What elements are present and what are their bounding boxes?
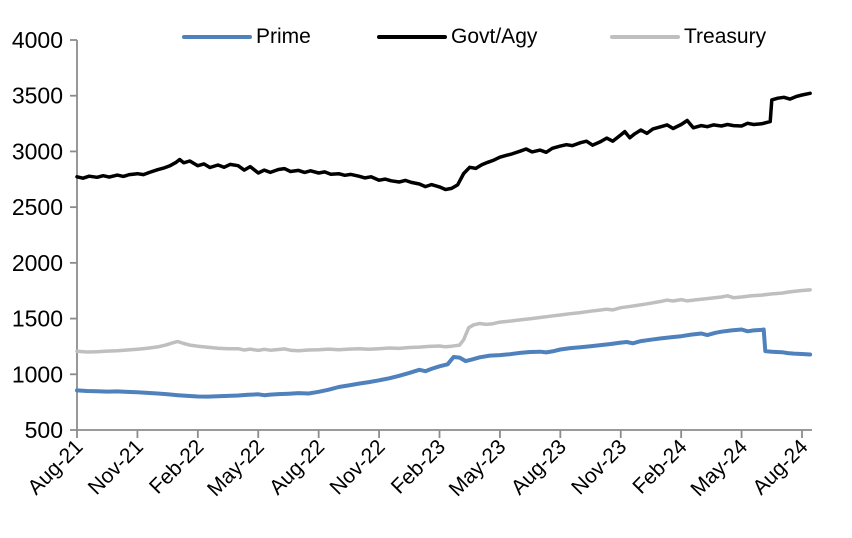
series-line-treasury [75, 288, 812, 354]
y-axis-tick-label: 3500 [12, 83, 63, 109]
x-axis-tick-label: Aug-24 [748, 435, 812, 499]
legend-label-treasury: Treasury [684, 25, 767, 48]
y-axis-tick-label: 1500 [12, 306, 63, 332]
x-axis-tick-label: Nov-21 [84, 435, 148, 499]
legend-item-treasury: Treasury [610, 25, 766, 49]
x-axis-tick-label: Aug-23 [507, 435, 571, 499]
legend-item-prime: Prime [182, 25, 311, 49]
series-line-prime [75, 327, 813, 399]
x-axis-tick-label: May-24 [686, 435, 752, 501]
legend-label-govt-agy: Govt/Agy [451, 25, 538, 48]
x-axis-tick-label: Nov-22 [325, 435, 389, 499]
x-axis-tick-label: Feb-23 [387, 435, 450, 498]
x-axis-tick-label: Aug-22 [265, 435, 329, 499]
y-axis-tick-label: 4000 [12, 27, 63, 53]
y-axis-tick-label: 2000 [12, 250, 63, 276]
y-axis-tick-label: 1000 [12, 361, 63, 387]
x-axis-tick-label: May-23 [445, 435, 511, 501]
x-axis-tick-label: Aug-21 [23, 435, 87, 499]
y-axis-tick-label: 2500 [12, 194, 63, 220]
treasury-line-swatch [610, 35, 680, 39]
x-axis-tick-label: Nov-23 [567, 435, 631, 499]
x-axis-tick-label: Feb-22 [145, 435, 208, 498]
legend-label-prime: Prime [256, 25, 311, 48]
y-axis-tick-label: 500 [25, 417, 63, 443]
legend-item-govt-agy: Govt/Agy [377, 25, 537, 49]
x-axis-tick-label: May-22 [203, 435, 269, 501]
prime-line-swatch [182, 35, 252, 39]
govt-agy-line-swatch [377, 35, 447, 39]
x-axis-tick-label: Feb-24 [628, 435, 692, 499]
y-axis-tick-label: 3000 [12, 138, 63, 164]
series-line-govt-agy [75, 91, 812, 192]
